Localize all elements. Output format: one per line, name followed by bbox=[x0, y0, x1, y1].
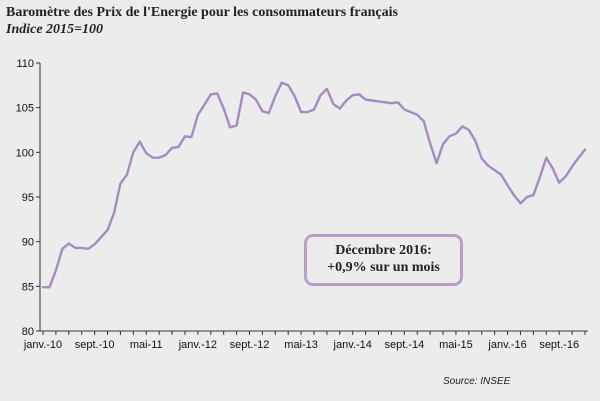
source-note: Source: INSEE bbox=[443, 376, 511, 387]
x-tick-label: mai-11 bbox=[130, 339, 163, 351]
x-tick-label: mai-13 bbox=[284, 339, 318, 351]
x-tick-label: mai-15 bbox=[439, 339, 473, 351]
x-tick-label: sept.-16 bbox=[539, 339, 579, 351]
series-line bbox=[41, 81, 587, 289]
y-tick-label: 85 bbox=[22, 281, 34, 293]
y-tick-label: 95 bbox=[22, 192, 34, 204]
y-tick-label: 110 bbox=[16, 58, 34, 70]
x-tick-label: janv.-16 bbox=[487, 339, 526, 351]
x-tick-label: sept.-12 bbox=[230, 339, 270, 351]
x-tick-label: sept.-10 bbox=[75, 339, 115, 351]
x-axis-ticks: janv.-10 sept.-10 mai-11 janv.-12 sept.-12 ma… bbox=[23, 331, 586, 351]
x-tick-label: sept.-14 bbox=[384, 339, 424, 351]
annotation-line1: Décembre 2016: bbox=[335, 243, 432, 258]
series-group bbox=[41, 81, 587, 289]
annotation-box: Décembre 2016: +0,9% sur un mois bbox=[304, 234, 463, 286]
x-tick-label: janv.-10 bbox=[23, 339, 62, 351]
y-tick-label: 105 bbox=[16, 103, 34, 115]
y-tick-label: 90 bbox=[22, 237, 34, 249]
y-tick-label: 80 bbox=[22, 326, 34, 338]
x-tick-label: janv.-14 bbox=[333, 339, 372, 351]
y-tick-label: 100 bbox=[16, 147, 34, 159]
annotation-line2: +0,9% sur un mois bbox=[327, 260, 440, 275]
x-tick-label: janv.-12 bbox=[178, 339, 217, 351]
axes bbox=[39, 63, 588, 332]
chart-title: Baromètre des Prix de l'Energie pour les… bbox=[6, 5, 398, 20]
y-axis-ticks: 80 85 90 95 100 105 110 bbox=[16, 58, 40, 338]
chart-subtitle: Indice 2015=100 bbox=[6, 22, 104, 37]
